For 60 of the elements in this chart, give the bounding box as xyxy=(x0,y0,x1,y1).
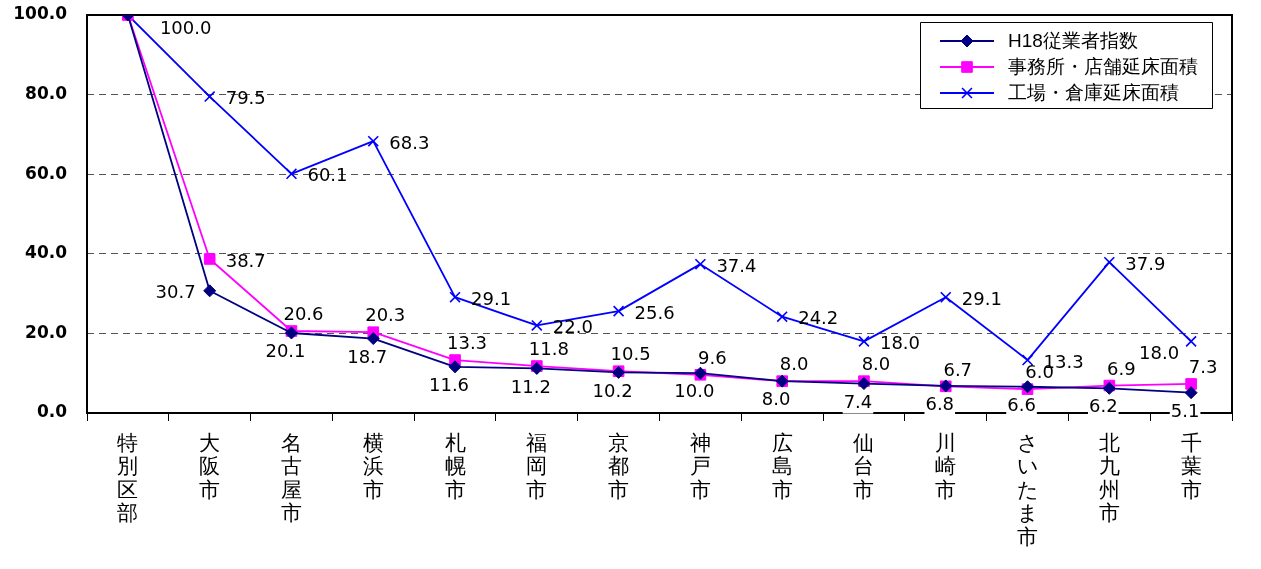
x-tick-label: 川崎市 xyxy=(935,430,957,501)
x-tick-label: 札幌市 xyxy=(444,430,466,501)
y-tick-label: 0.0 xyxy=(36,401,68,422)
x-tick-label: 仙台市 xyxy=(853,430,875,501)
data-label: 29.1 xyxy=(961,287,1002,309)
x-tick-label: 広島市 xyxy=(771,430,793,501)
data-label: 6.8 xyxy=(925,393,955,415)
data-label: 20.1 xyxy=(265,340,306,362)
data-label: 10.0 xyxy=(674,380,715,402)
data-label: 6.7 xyxy=(943,358,973,380)
data-label: 6.2 xyxy=(1089,395,1118,417)
data-label: 13.3 xyxy=(447,332,488,354)
data-label: 8.0 xyxy=(761,388,791,410)
data-label: 79.5 xyxy=(225,87,266,109)
x-tick-label: 京都市 xyxy=(608,430,630,501)
data-label: 11.2 xyxy=(510,375,551,397)
data-label: 8.0 xyxy=(779,353,809,375)
data-label: 7.4 xyxy=(843,390,873,412)
data-label: 29.1 xyxy=(471,287,512,309)
data-label: 11.6 xyxy=(429,374,470,395)
data-label: 20.3 xyxy=(365,304,406,326)
data-label: 24.2 xyxy=(798,307,839,329)
data-label: 11.8 xyxy=(528,338,569,360)
legend-label: H18従業者指数 xyxy=(1008,30,1138,52)
data-label: 18.0 xyxy=(1139,341,1180,363)
data-label: 6.6 xyxy=(1007,393,1036,415)
data-label: 20.6 xyxy=(283,303,324,325)
data-label: 37.4 xyxy=(716,254,757,276)
y-tick-label: 100.0 xyxy=(13,3,68,24)
x-tick-label: 名古屋市 xyxy=(280,430,302,525)
x-tick-label: 千葉市 xyxy=(1180,430,1202,501)
legend-label: 工場・倉庫延床面積 xyxy=(1008,82,1179,104)
legend-label: 事務所・店舗延床面積 xyxy=(1008,56,1198,78)
data-label: 25.6 xyxy=(634,301,675,323)
data-label: 7.3 xyxy=(1188,356,1218,378)
y-tick-label: 20.0 xyxy=(25,321,68,342)
data-label: 37.9 xyxy=(1125,252,1166,274)
data-label: 8.0 xyxy=(861,353,891,375)
data-label: 68.3 xyxy=(389,131,430,153)
x-tick-label: 特別区部 xyxy=(117,430,139,525)
data-label: 38.7 xyxy=(225,249,266,271)
data-label: 22.0 xyxy=(552,316,593,338)
data-label: 18.0 xyxy=(879,332,921,354)
x-tick-label: さいたま市 xyxy=(1016,430,1039,548)
data-label: 6.9 xyxy=(1107,357,1136,379)
data-label: 30.7 xyxy=(155,281,196,303)
x-tick-label: 大阪市 xyxy=(199,430,221,501)
data-label: 9.6 xyxy=(698,346,727,368)
data-label: 100.0 xyxy=(159,17,212,39)
x-tick-label: 神戸市 xyxy=(689,430,711,501)
data-label: 5.1 xyxy=(1170,399,1200,421)
data-label: 10.5 xyxy=(610,343,651,365)
data-label: 18.7 xyxy=(347,345,388,367)
x-tick-label: 福岡市 xyxy=(526,430,548,501)
x-tick-label: 横浜市 xyxy=(362,430,384,501)
y-tick-label: 60.0 xyxy=(25,162,68,183)
y-tick-label: 80.0 xyxy=(25,83,68,104)
y-tick-label: 40.0 xyxy=(25,242,68,263)
data-label: 10.2 xyxy=(592,379,633,401)
x-tick-label: 北九州市 xyxy=(1098,430,1120,525)
